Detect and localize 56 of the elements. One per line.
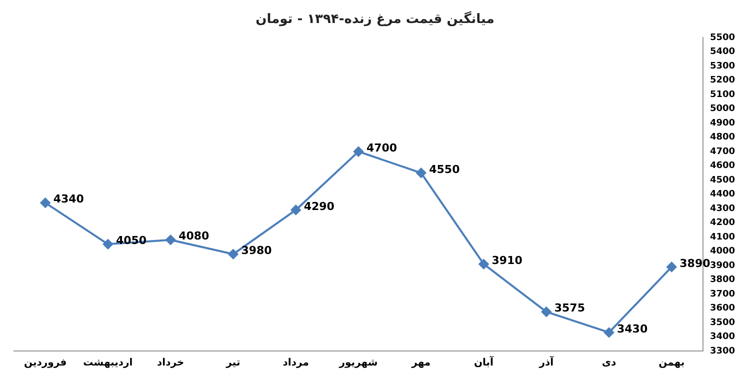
y-tick-label: 4800	[710, 132, 736, 143]
point	[416, 168, 426, 178]
point	[290, 204, 301, 215]
point	[166, 234, 176, 245]
point	[604, 327, 614, 338]
y-tick-label: 5100	[710, 90, 736, 100]
data-label: 3575	[554, 302, 585, 315]
y-tick-label: 3700	[710, 289, 736, 300]
x-tick-label: آذر	[538, 356, 554, 369]
x-tick-label: شهریور	[338, 358, 378, 369]
y-tick-label: 3800	[710, 275, 736, 286]
y-tick-label: 4500	[710, 175, 736, 186]
y-tick-label: 4600	[710, 161, 736, 172]
data-label: 4290	[304, 200, 335, 213]
x-tick-label: تیر	[225, 358, 240, 369]
data-label: 3980	[241, 244, 272, 257]
y-tick-label: 4900	[710, 118, 736, 128]
x-tick-label: آبان	[474, 356, 494, 369]
x-tick-label: مهر	[410, 358, 431, 369]
point	[478, 259, 489, 270]
y-tick-label: 4400	[710, 190, 736, 200]
y-tick-label: 3900	[710, 260, 736, 271]
data-label: 4700	[366, 141, 398, 154]
y-tick-label: 3400	[710, 332, 736, 342]
chart-title: میانگین قیمت مرغ زنده-۱۳۹۴ - تومان	[256, 11, 494, 28]
data-label: 4080	[178, 230, 210, 243]
y-tick-label: 4700	[710, 146, 736, 157]
y-tick-label: 4000	[710, 246, 736, 257]
point	[228, 249, 238, 260]
y-tick-label: 5400	[710, 47, 736, 58]
y-tick-label: 3300	[710, 346, 736, 356]
y-tick-label: 5300	[710, 61, 736, 72]
y-tick-label: 5200	[710, 76, 736, 86]
y-tick-label: 4300	[710, 204, 736, 214]
x-tick-label: فروردین	[24, 358, 67, 369]
x-tick-label: اردیبهشت	[83, 358, 133, 369]
point	[40, 198, 50, 208]
x-tick-label: مرداد	[282, 358, 309, 369]
y-tick-label: 3500	[710, 318, 736, 328]
point	[666, 262, 677, 272]
data-label: 4340	[53, 192, 84, 206]
data-label: 4550	[429, 162, 460, 176]
point	[102, 239, 113, 250]
data-label: 3890	[680, 256, 711, 270]
data-label: 3910	[492, 254, 523, 267]
x-tick-label: دی	[602, 358, 616, 369]
y-tick-label: 5500	[710, 32, 736, 43]
x-tick-label: بهمن	[658, 358, 685, 369]
data-label: 3430	[617, 322, 648, 336]
point	[541, 306, 552, 317]
y-tick-label: 3600	[710, 304, 736, 314]
y-tick-label: 4100	[710, 232, 736, 242]
point	[353, 146, 364, 157]
y-tick-label: 4200	[710, 218, 736, 228]
x-tick-label: خرداد	[157, 358, 184, 369]
y-tick-label: 5000	[710, 104, 736, 114]
